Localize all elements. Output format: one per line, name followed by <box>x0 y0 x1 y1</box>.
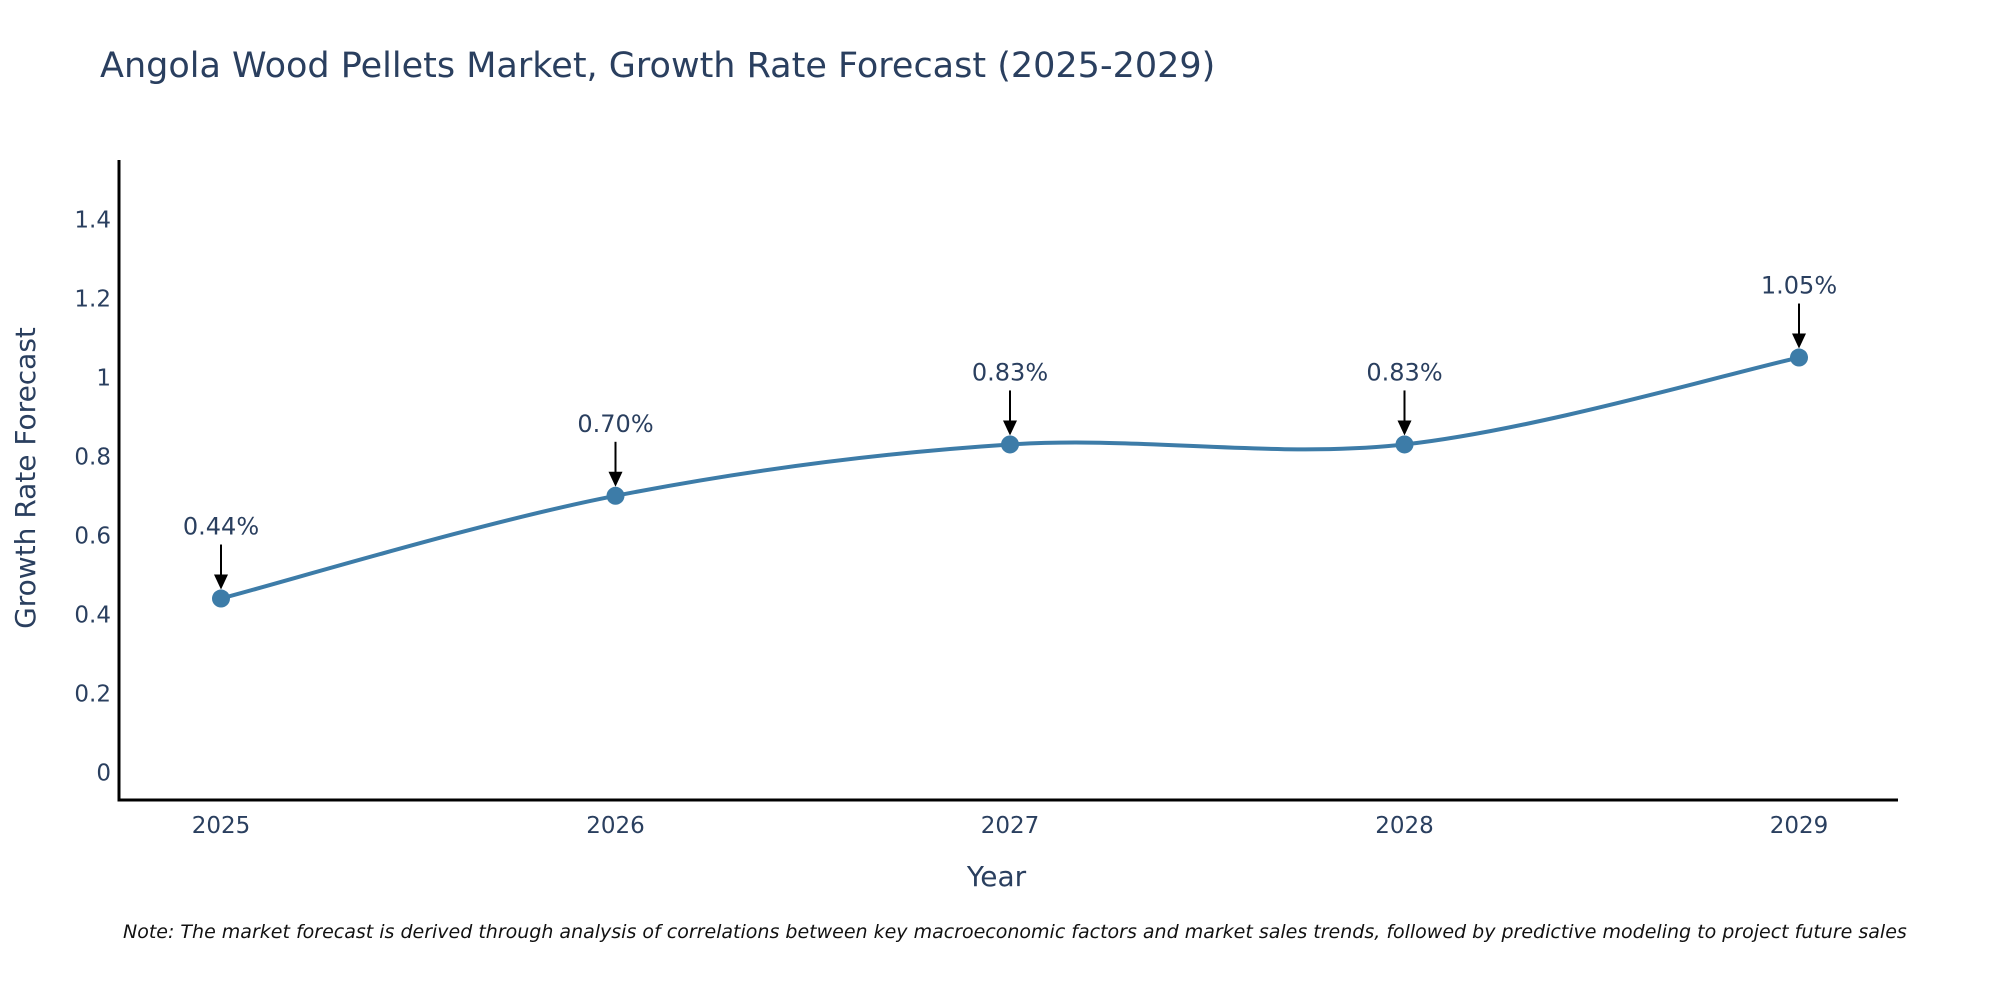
data-label: 0.44% <box>183 513 259 541</box>
data-point <box>1790 348 1808 367</box>
y-tick-label: 0.8 <box>74 444 111 470</box>
x-tick-label: 2029 <box>1770 813 1829 839</box>
data-point <box>606 486 625 505</box>
x-ticks: 2025 2026 2027 2028 2029 <box>192 813 1829 839</box>
footnote: Note: The market forecast is derived thr… <box>123 921 1907 943</box>
data-point <box>1395 435 1414 454</box>
x-tick-label: 2028 <box>1375 813 1434 839</box>
y-tick-label: 0.6 <box>74 523 111 549</box>
data-point <box>212 589 230 608</box>
y-tick-label: 0.2 <box>74 681 111 707</box>
annotation-arrow-head <box>214 574 228 590</box>
y-tick-label: 1.4 <box>74 207 111 233</box>
y-tick-label: 0 <box>96 760 111 786</box>
annotation-arrow-head <box>608 471 623 487</box>
annotation-arrow-head <box>1397 420 1412 436</box>
markers <box>212 348 1808 608</box>
data-label: 0.70% <box>577 410 653 438</box>
x-tick-label: 2025 <box>192 813 251 839</box>
y-axis-title: Growth Rate Forecast <box>9 327 42 629</box>
y-tick-label: 1.2 <box>74 286 111 312</box>
x-tick-label: 2026 <box>586 813 645 839</box>
y-tick-label: 1 <box>96 365 111 391</box>
y-ticks: 0 0.2 0.4 0.6 0.8 1 1.2 1.4 <box>74 207 111 786</box>
chart-title: Angola Wood Pellets Market, Growth Rate … <box>100 46 1216 86</box>
x-axis-title: Year <box>966 860 1027 893</box>
x-tick-label: 2027 <box>981 813 1040 839</box>
data-label: 1.05% <box>1761 272 1837 300</box>
data-label: 0.83% <box>1366 358 1442 386</box>
annotation-arrow-head <box>1003 420 1017 436</box>
data-point <box>1001 435 1019 454</box>
y-tick-label: 0.4 <box>74 602 111 628</box>
data-label: 0.83% <box>972 358 1048 386</box>
annotation-arrow-head <box>1792 333 1806 349</box>
annotations: 0.44% 0.70% 0.83% 0.83% 1.05% <box>183 272 1837 590</box>
